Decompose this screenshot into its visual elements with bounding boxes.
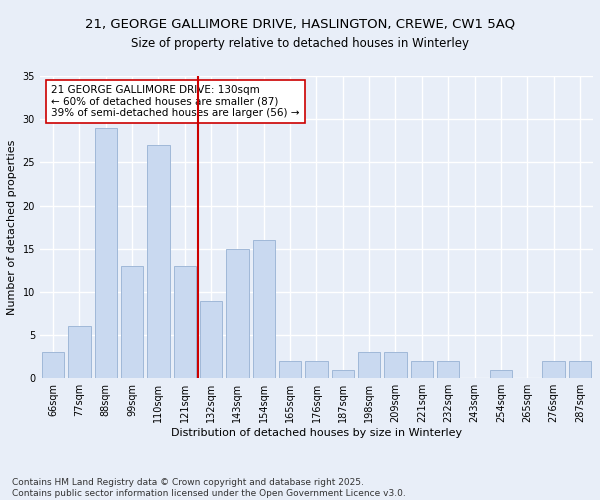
X-axis label: Distribution of detached houses by size in Winterley: Distribution of detached houses by size … [171,428,462,438]
Bar [569,361,591,378]
Bar [358,352,380,378]
Bar [68,326,91,378]
Bar [437,361,460,378]
Bar [332,370,354,378]
Bar [279,361,301,378]
Bar [95,128,117,378]
Bar [253,240,275,378]
Text: 21, GEORGE GALLIMORE DRIVE, HASLINGTON, CREWE, CW1 5AQ: 21, GEORGE GALLIMORE DRIVE, HASLINGTON, … [85,18,515,30]
Bar [147,145,170,378]
Bar [305,361,328,378]
Text: 21 GEORGE GALLIMORE DRIVE: 130sqm
← 60% of detached houses are smaller (87)
39% : 21 GEORGE GALLIMORE DRIVE: 130sqm ← 60% … [51,85,299,118]
Text: Size of property relative to detached houses in Winterley: Size of property relative to detached ho… [131,38,469,51]
Bar [121,266,143,378]
Bar [226,248,248,378]
Bar [542,361,565,378]
Bar [173,266,196,378]
Bar [42,352,64,378]
Y-axis label: Number of detached properties: Number of detached properties [7,140,17,315]
Bar [200,300,222,378]
Bar [490,370,512,378]
Text: Contains HM Land Registry data © Crown copyright and database right 2025.
Contai: Contains HM Land Registry data © Crown c… [12,478,406,498]
Bar [384,352,407,378]
Bar [410,361,433,378]
